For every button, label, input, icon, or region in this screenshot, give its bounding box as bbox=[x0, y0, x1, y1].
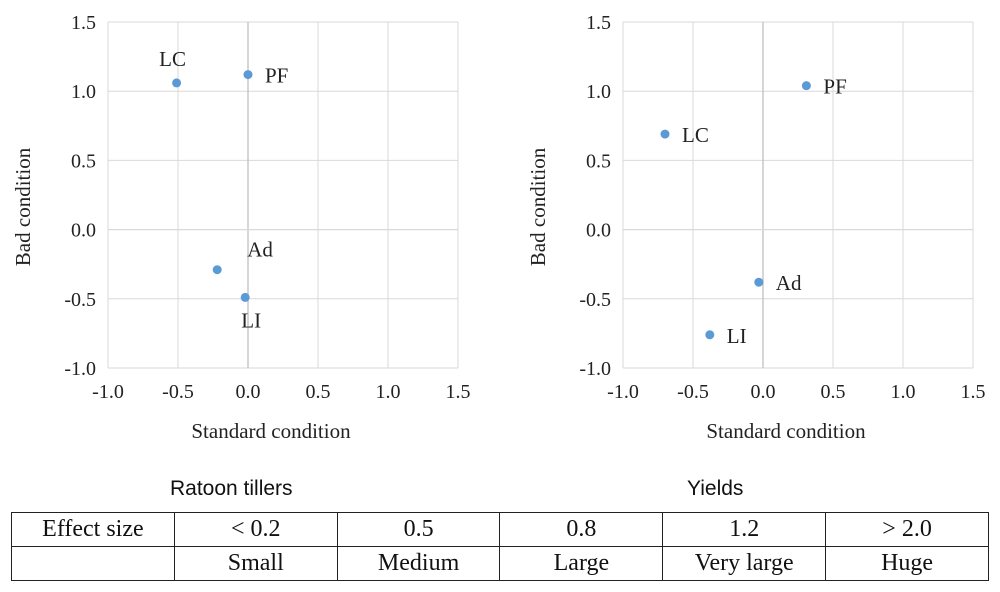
data-point bbox=[212, 265, 222, 275]
table-cell: Very large bbox=[662, 546, 827, 581]
effect-size-table: Effect size < 0.2 0.5 0.8 1.2 > 2.0 Smal… bbox=[11, 512, 989, 581]
table-cell: Large bbox=[499, 546, 664, 581]
y-tick-label: 0.5 bbox=[586, 150, 611, 172]
data-point bbox=[660, 129, 670, 139]
data-label: Ad bbox=[247, 238, 273, 262]
y-tick-label: -0.5 bbox=[64, 289, 96, 311]
chart-title-yields: Yields bbox=[687, 477, 744, 500]
y-axis-label: Bad condition bbox=[526, 147, 550, 266]
y-tick-label: 0.0 bbox=[586, 220, 611, 242]
table-cell: 1.2 bbox=[662, 512, 827, 547]
y-tick-label: 1.5 bbox=[586, 12, 611, 34]
x-tick-label: 0.0 bbox=[236, 381, 261, 403]
y-tick-label: -0.5 bbox=[579, 289, 611, 311]
table-cell: Small bbox=[173, 546, 338, 581]
data-point bbox=[705, 330, 715, 340]
y-tick-label: 0.0 bbox=[71, 220, 96, 242]
table-cell: < 0.2 bbox=[173, 512, 338, 547]
data-label: PF bbox=[823, 75, 846, 99]
table-row: Effect size < 0.2 0.5 0.8 1.2 > 2.0 bbox=[11, 512, 989, 547]
x-tick-label: 1.5 bbox=[961, 381, 986, 403]
data-label: LI bbox=[241, 308, 261, 332]
table-cell: 0.5 bbox=[336, 512, 501, 547]
table-cell: > 2.0 bbox=[825, 512, 989, 547]
y-axis-label: Bad condition bbox=[11, 147, 35, 266]
x-axis-label: Standard condition bbox=[706, 419, 866, 443]
x-axis-label: Standard condition bbox=[191, 419, 351, 443]
data-point bbox=[801, 81, 811, 91]
y-tick-label: 1.5 bbox=[71, 12, 96, 34]
data-label: Ad bbox=[776, 271, 802, 295]
x-tick-label: 0.0 bbox=[751, 381, 776, 403]
data-label: LC bbox=[159, 47, 186, 71]
x-tick-label: -1.0 bbox=[92, 381, 124, 403]
y-tick-label: 1.0 bbox=[71, 81, 96, 103]
y-tick-label: 1.0 bbox=[586, 81, 611, 103]
data-label: LC bbox=[682, 123, 709, 147]
x-tick-label: 0.5 bbox=[306, 381, 331, 403]
table-cell: Medium bbox=[336, 546, 501, 581]
y-tick-label: -1.0 bbox=[64, 358, 96, 380]
x-tick-label: -1.0 bbox=[607, 381, 639, 403]
table-cell bbox=[11, 546, 175, 581]
y-tick-label: -1.0 bbox=[579, 358, 611, 380]
data-point bbox=[754, 277, 764, 287]
table-cell: Effect size bbox=[11, 512, 175, 547]
data-point bbox=[172, 78, 182, 88]
table-row: Small Medium Large Very large Huge bbox=[11, 546, 989, 581]
data-point bbox=[243, 70, 253, 80]
table-cell: 0.8 bbox=[499, 512, 664, 547]
x-tick-label: 0.5 bbox=[821, 381, 846, 403]
x-tick-label: 1.5 bbox=[446, 381, 471, 403]
x-tick-label: 1.0 bbox=[891, 381, 916, 403]
x-tick-label: -0.5 bbox=[677, 381, 709, 403]
table-cell: Huge bbox=[825, 546, 989, 581]
x-tick-label: 1.0 bbox=[376, 381, 401, 403]
data-label: LI bbox=[727, 324, 747, 348]
x-tick-label: -0.5 bbox=[162, 381, 194, 403]
data-point bbox=[240, 292, 250, 302]
scatter-charts: -1.0 -0.5 0.0 0.5 1.0 1.5 -1.0 -0.5 0.0 0.5 1.0 1.5… bbox=[11, 12, 986, 443]
y-tick-label: 0.5 bbox=[71, 150, 96, 172]
data-label: PF bbox=[265, 64, 288, 88]
chart-title-ratoon-tillers: Ratoon tillers bbox=[170, 477, 293, 500]
